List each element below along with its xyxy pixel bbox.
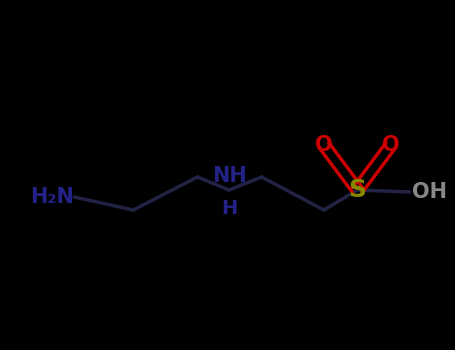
Text: O: O <box>382 135 400 155</box>
Text: H₂N: H₂N <box>30 187 74 207</box>
Text: H: H <box>221 199 237 218</box>
Text: S: S <box>349 178 366 202</box>
Text: NH: NH <box>212 167 247 187</box>
Text: OH: OH <box>412 182 447 202</box>
Text: O: O <box>315 135 333 155</box>
